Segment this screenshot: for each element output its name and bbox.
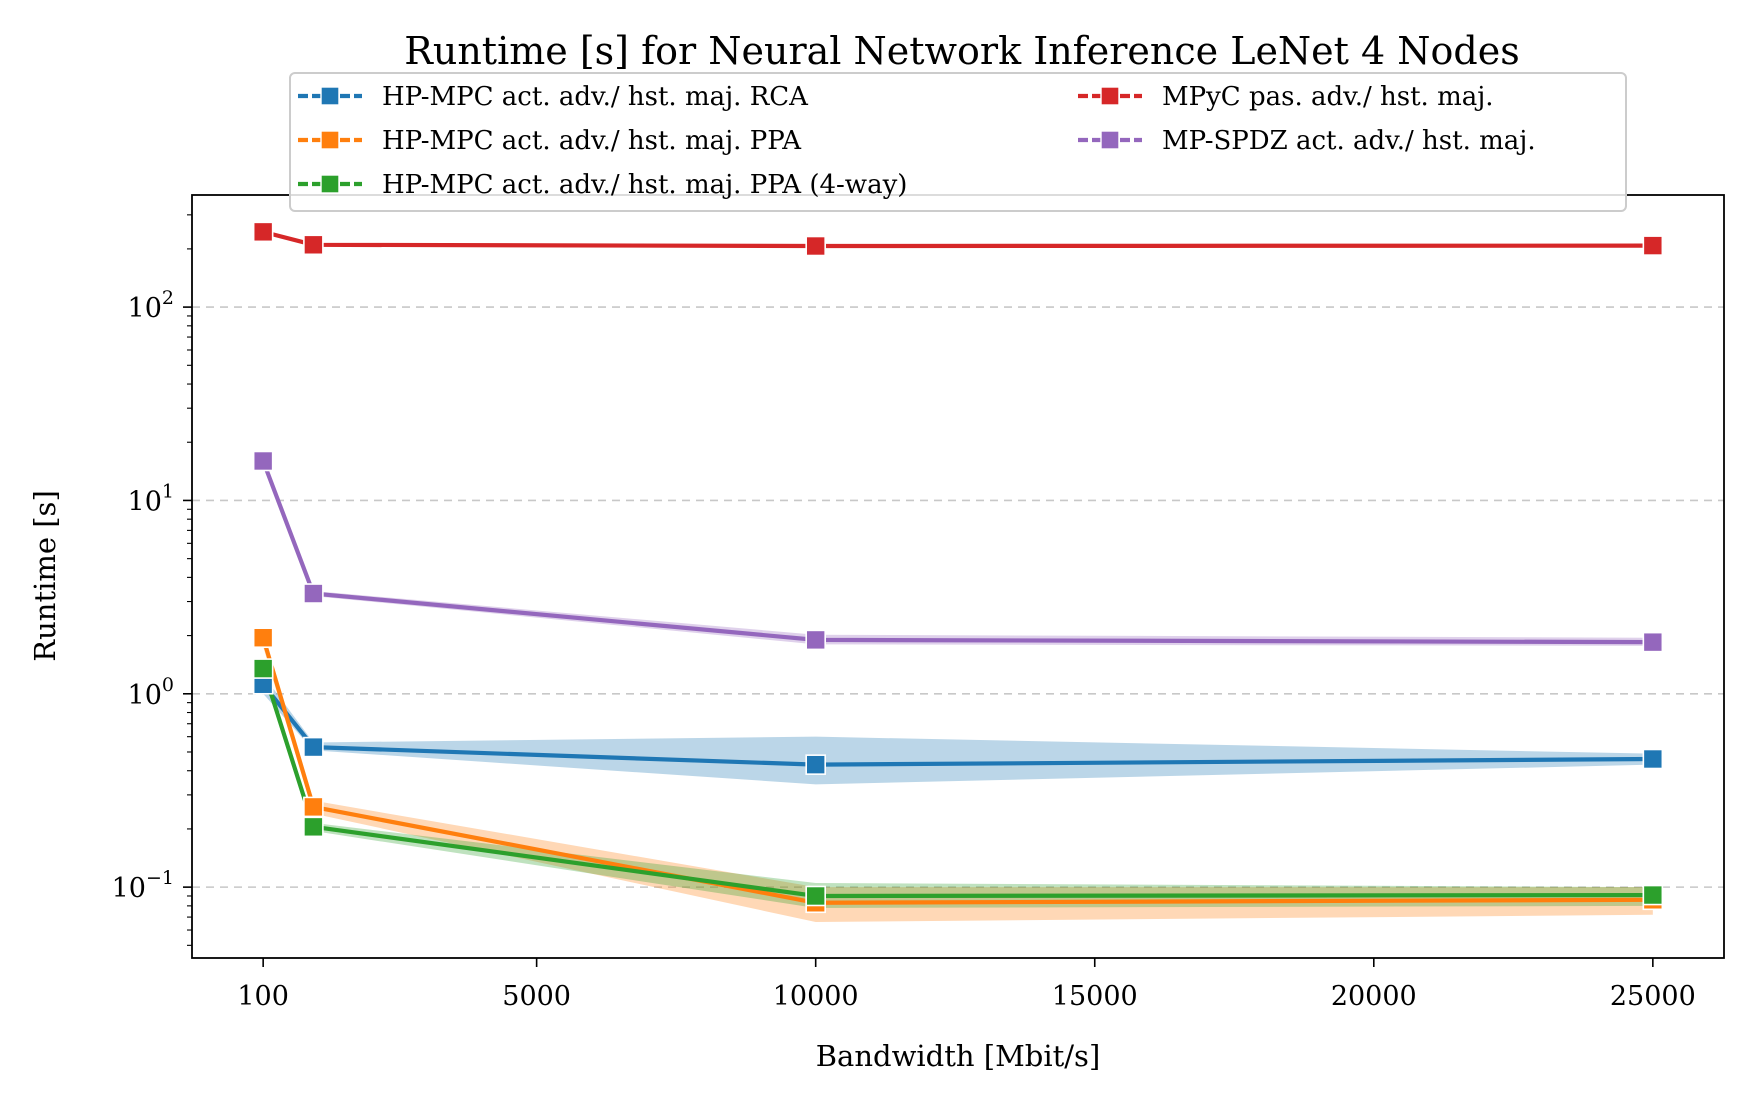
point-series-4-0: [252, 450, 274, 472]
point-series-2-1: [303, 816, 324, 838]
point-series-4-1: [303, 583, 324, 604]
line-series-1: [261, 637, 1653, 905]
point-series-2-2: [805, 885, 826, 907]
point-series-3-2: [805, 235, 826, 257]
chart-title: Runtime [s] for Neural Network Inference…: [404, 29, 1519, 73]
point-series-3-3: [1642, 235, 1664, 256]
line-series-3: [262, 229, 1653, 249]
point-series-4-2: [805, 629, 826, 651]
line-series-2: [261, 667, 1653, 899]
point-series-2-3: [1642, 884, 1664, 906]
legend: HP-MPC act. adv./ hst. maj. RCA HP-MPC ac…: [289, 72, 1627, 212]
line-series-4: [261, 460, 1653, 645]
point-series-0-1: [303, 736, 324, 758]
legend-label-3: MPyC pas. adv./ hst. maj.: [1162, 82, 1494, 112]
x-tick-label-4: 20000: [1331, 981, 1417, 1012]
legend-marker-0: [320, 86, 340, 106]
legend-marker-1: [320, 130, 340, 150]
grid: [192, 306, 1724, 888]
y-axis: 10−1 100 101 102: [112, 214, 192, 946]
x-tick-label-1: 5000: [502, 981, 571, 1012]
x-axis-label: Bandwidth [Mbit/s]: [816, 1039, 1101, 1073]
point-series-1-1: [303, 796, 324, 818]
y-tick-label-1: 100: [128, 674, 174, 711]
legend-label-0: HP-MPC act. adv./ hst. maj. RCA: [382, 82, 809, 112]
x-tick-label-2: 10000: [773, 981, 859, 1012]
legend-marker-4: [1100, 130, 1120, 150]
point-series-0-3: [1642, 748, 1664, 770]
y-axis-label: Runtime [s]: [28, 490, 62, 662]
series-markers: [252, 221, 1664, 914]
legend-box: [289, 72, 1627, 212]
x-axis: 100 5000 10000 15000 20000 25000: [237, 958, 1696, 1012]
legend-label-1: HP-MPC act. adv./ hst. maj. PPA: [382, 126, 802, 156]
y-tick-label-0: 10−1: [112, 867, 174, 904]
band-series-4: [263, 458, 1653, 646]
legend-marker-2: [320, 174, 340, 194]
point-series-2-0: [252, 658, 274, 679]
confidence-bands: [263, 230, 1653, 923]
band-series-1: [263, 631, 1653, 923]
band-series-0: [263, 675, 1653, 785]
y-tick-label-3: 102: [128, 287, 174, 324]
legend-marker-3: [1100, 86, 1120, 106]
point-series-1-0: [252, 627, 274, 649]
x-tick-label-5: 25000: [1610, 981, 1696, 1012]
legend-label-4: MP-SPDZ act. adv./ hst. maj.: [1162, 126, 1536, 156]
x-tick-label-0: 100: [237, 981, 289, 1012]
legend-label-2: HP-MPC act. adv./ hst. maj. PPA (4-way): [382, 170, 907, 200]
series-lines: [261, 229, 1653, 905]
y-tick-label-2: 101: [128, 480, 174, 517]
band-series-2: [263, 662, 1653, 908]
point-series-4-3: [1642, 631, 1664, 653]
point-series-3-0: [252, 221, 274, 243]
x-tick-label-3: 15000: [1052, 981, 1138, 1012]
point-series-0-2: [805, 754, 826, 775]
point-series-3-1: [303, 234, 324, 256]
